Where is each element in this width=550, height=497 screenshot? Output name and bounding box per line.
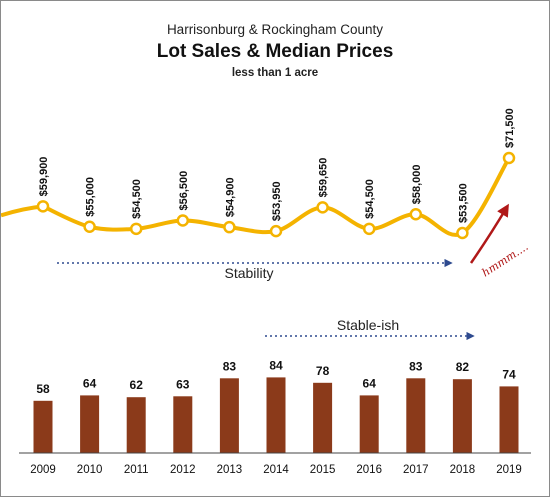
price-point-2011: [129, 222, 143, 236]
stability-annotation: Stability: [224, 265, 273, 281]
year-label-2014: 2014: [263, 464, 289, 476]
year-label-2009: 2009: [30, 464, 56, 476]
rising-arrow: [469, 203, 509, 264]
price-point-2018: [456, 226, 469, 240]
price-label-2012: $56,500: [178, 171, 190, 211]
bar-2017: [406, 378, 426, 453]
chart-title: Harrisonburg & Rockingham County: [167, 22, 383, 37]
year-label-2013: 2013: [217, 464, 243, 476]
price-label-2018: $53,500: [457, 183, 469, 223]
bar-value-2017: 83: [409, 359, 423, 373]
stable-ish-annotation: Stable-ish: [337, 317, 399, 333]
year-label-2011: 2011: [124, 464, 149, 476]
bar-2011: [126, 397, 146, 453]
bar-value-2016: 64: [363, 376, 377, 390]
bar-value-2011: 62: [130, 378, 144, 392]
bar-2015: [313, 382, 333, 453]
year-label-2016: 2016: [356, 464, 382, 476]
year-label-2018: 2018: [450, 464, 476, 476]
bar-value-2015: 78: [316, 364, 330, 378]
price-point-2016: [362, 222, 376, 236]
bar-value-2010: 64: [83, 376, 97, 390]
bar-value-2009: 58: [36, 382, 50, 396]
bar-2018: [452, 379, 472, 453]
price-label-2019: $71,500: [504, 108, 516, 148]
lot-sales-bar-chart: 58 64 62 63 83 84 78 64 83 82 74: [33, 358, 519, 453]
price-label-2013: $54,900: [224, 177, 236, 217]
price-point-2014: [269, 224, 283, 238]
bar-value-2019: 74: [502, 367, 516, 381]
bar-value-2014: 84: [269, 358, 283, 372]
price-label-2016: $54,500: [364, 179, 376, 219]
price-point-2012: [176, 214, 190, 227]
price-label-2011: $54,500: [131, 179, 143, 219]
chart-subtitle: Lot Sales & Median Prices: [157, 41, 394, 62]
price-line-lead-in: [1, 204, 44, 218]
bar-2010: [80, 395, 100, 453]
year-label-2015: 2015: [310, 464, 336, 476]
price-line-chart: $59,900 $55,000 $54,500 $56,500 $54,900 $53,9…: [1, 108, 516, 240]
bar-value-2012: 63: [176, 377, 190, 391]
price-label-2010: $55,000: [85, 177, 97, 217]
chart-note: less than 1 acre: [232, 67, 318, 79]
bar-value-2013: 83: [223, 359, 237, 373]
price-label-2009: $59,900: [38, 157, 50, 197]
price-point-2009: [36, 200, 50, 213]
year-label-2012: 2012: [170, 464, 196, 476]
price-point-2015: [316, 201, 329, 214]
bar-2019: [499, 386, 519, 453]
price-label-2015: $59,650: [318, 158, 330, 198]
bar-2014: [266, 377, 286, 453]
price-point-2013: [223, 220, 236, 234]
bar-2013: [219, 378, 239, 453]
price-point-2019: [502, 151, 516, 165]
bar-2012: [173, 396, 193, 453]
bar-2016: [359, 395, 379, 453]
price-point-2010: [83, 220, 96, 233]
bar-value-2018: 82: [456, 360, 470, 374]
x-axis-tick-labels: 2009 2010 2011 2012 2013 2014 2015 2016 2017 2018…: [30, 464, 522, 476]
year-label-2017: 2017: [403, 464, 429, 476]
price-label-2014: $53,950: [271, 181, 283, 221]
hmm-annotation: hmmm....: [480, 240, 531, 279]
price-point-2017: [409, 208, 423, 221]
year-label-2010: 2010: [77, 464, 103, 476]
bar-2009: [33, 400, 53, 453]
price-label-2017: $58,000: [411, 164, 423, 204]
year-label-2019: 2019: [496, 464, 522, 476]
